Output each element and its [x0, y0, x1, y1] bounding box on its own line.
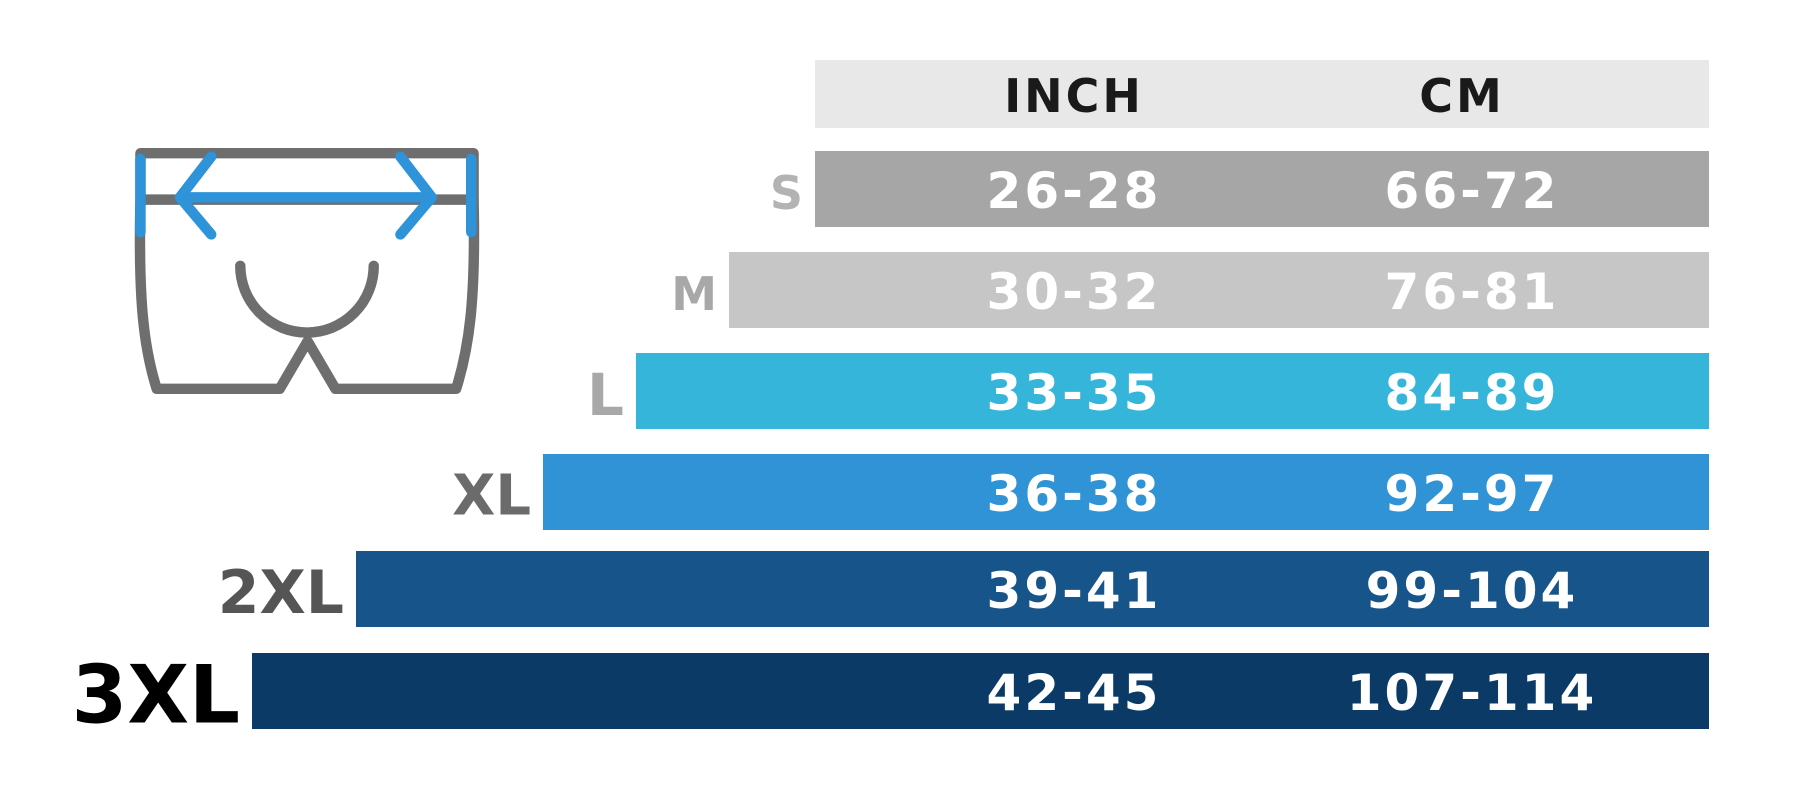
briefs-icon: [134, 147, 480, 395]
size-label: 3XL: [72, 649, 240, 742]
inch-value: 36-38: [987, 465, 1162, 523]
inch-value: 30-32: [987, 263, 1162, 321]
row-bar: [729, 252, 1709, 328]
cm-value: 92-97: [1385, 465, 1560, 523]
header-cm: CM: [1419, 69, 1505, 123]
size-label: L: [587, 361, 624, 429]
row-bar: [636, 353, 1709, 429]
cm-value: 84-89: [1385, 364, 1560, 422]
row-bar: [543, 454, 1709, 530]
cm-value: 76-81: [1385, 263, 1560, 321]
header-inch: INCH: [1004, 69, 1144, 123]
size-label: M: [671, 267, 717, 321]
inch-value: 33-35: [987, 364, 1162, 422]
cm-value: 99-104: [1366, 562, 1579, 620]
size-label: XL: [452, 464, 531, 529]
inch-value: 26-28: [987, 162, 1162, 220]
cm-value: 107-114: [1347, 664, 1598, 722]
inch-value: 42-45: [987, 664, 1162, 722]
rows: S 26-28 66-72 M 30-32 76-81 L 33-35 84-89 XL 36-38…: [72, 151, 1709, 742]
row-bar: [356, 551, 1709, 627]
row-bar: [815, 151, 1709, 227]
row-bar: [252, 653, 1709, 729]
header-bar: [815, 60, 1709, 128]
inch-value: 39-41: [987, 562, 1162, 620]
size-label: 2XL: [218, 558, 344, 628]
cm-value: 66-72: [1385, 162, 1560, 220]
size-label: S: [770, 166, 803, 220]
